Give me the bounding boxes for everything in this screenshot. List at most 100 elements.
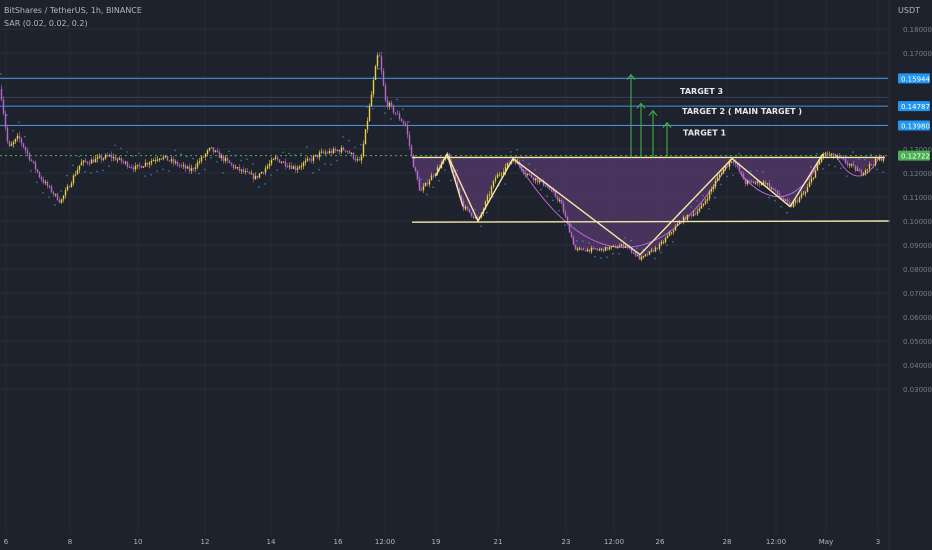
sar-dot: [666, 244, 668, 247]
sar-dot: [72, 164, 74, 167]
sar-dot: [756, 170, 758, 172]
sar-dot: [522, 159, 524, 162]
candle: [584, 250, 587, 252]
annotation-label: TARGET 2 ( MAIN TARGET ): [682, 107, 802, 116]
candle: [164, 155, 167, 157]
candle: [102, 158, 105, 160]
candle: [666, 235, 669, 239]
candle: [792, 202, 795, 207]
candle: [376, 55, 379, 67]
candle: [710, 189, 713, 192]
candle: [640, 257, 643, 260]
candle: [808, 182, 811, 188]
candle: [368, 105, 371, 121]
sar-dot: [702, 194, 704, 197]
sar-dot: [558, 209, 560, 212]
time-axis[interactable]: 6 8 10 12 14 16 12:00 19 21 23 12:00 26 28 12:00 May 3: [4, 538, 880, 546]
annotation-label: TARGET 3: [680, 87, 723, 96]
candle: [160, 158, 163, 160]
candle: [312, 156, 315, 161]
sar-dot: [624, 237, 626, 239]
candle: [652, 250, 655, 252]
sar-dot: [510, 151, 512, 153]
price-axis[interactable]: 0.03000 0.04000 0.05000 0.06000 0.07000 0.080…: [888, 0, 932, 550]
sar-dot: [576, 240, 578, 242]
candle: [316, 154, 319, 158]
candle: [776, 190, 779, 195]
candle: [572, 236, 575, 245]
candle: [280, 162, 283, 164]
candle: [20, 138, 23, 144]
candle: [432, 175, 435, 177]
sar-dot: [636, 247, 638, 250]
candle: [266, 166, 269, 169]
candle: [736, 163, 739, 166]
candle: [258, 173, 261, 178]
candle: [502, 171, 505, 174]
candle: [148, 162, 151, 165]
candle: [78, 165, 81, 170]
price-tick: 0.18000: [903, 26, 932, 34]
candle: [856, 169, 859, 171]
candle: [604, 247, 607, 252]
candle: [202, 156, 205, 158]
candle: [224, 158, 227, 162]
candle: [46, 181, 49, 187]
sar-dot: [792, 191, 794, 194]
candle: [358, 159, 361, 161]
price-tick: 0.03000: [903, 386, 932, 394]
time-tick: 12:00: [375, 538, 395, 546]
candle: [692, 213, 695, 216]
sar-dot: [264, 183, 266, 185]
candle: [714, 180, 717, 187]
candle: [206, 150, 209, 154]
candle: [192, 168, 195, 170]
candle: [354, 158, 357, 161]
candle: [694, 213, 697, 215]
annotation-label: TARGET 1: [683, 129, 726, 138]
candle: [308, 158, 311, 160]
time-tick: 12:00: [604, 538, 624, 546]
price-tick: 0.11000: [903, 194, 932, 202]
sar-dot: [12, 129, 14, 132]
sar-dot: [864, 158, 866, 161]
candle: [374, 66, 377, 80]
candle: [294, 166, 297, 170]
candle: [696, 211, 699, 215]
candle: [788, 201, 791, 205]
sar-dot: [354, 146, 356, 149]
candle: [844, 158, 847, 163]
sar-dot: [258, 186, 260, 189]
sar-dot: [720, 183, 722, 186]
candle: [428, 180, 431, 185]
candle: [386, 100, 389, 107]
candle: [28, 153, 31, 160]
chart-title: BitShares / TetherUS, 1h, BINANCE: [4, 6, 142, 15]
sar-dot: [216, 160, 218, 163]
candle: [636, 255, 639, 257]
sar-dot: [738, 152, 740, 155]
candle: [678, 221, 681, 224]
candle: [122, 161, 125, 163]
candle: [764, 181, 767, 185]
candle: [56, 193, 59, 201]
candle: [100, 156, 103, 160]
sar-dot: [240, 159, 242, 162]
candle: [712, 186, 715, 190]
candle: [176, 161, 179, 166]
sar-dot: [438, 179, 440, 182]
candle: [44, 181, 47, 183]
target-arrowhead: [648, 109, 658, 116]
candle: [14, 138, 17, 142]
candle: [782, 198, 785, 201]
candle: [246, 171, 249, 173]
candle: [412, 155, 415, 168]
candle: [648, 251, 651, 255]
indicator-label: SAR (0.02, 0.02, 0.2): [4, 19, 88, 28]
candle: [270, 159, 273, 164]
candle: [322, 151, 325, 153]
candle: [180, 165, 183, 167]
candle: [126, 162, 129, 167]
candle: [740, 171, 743, 174]
